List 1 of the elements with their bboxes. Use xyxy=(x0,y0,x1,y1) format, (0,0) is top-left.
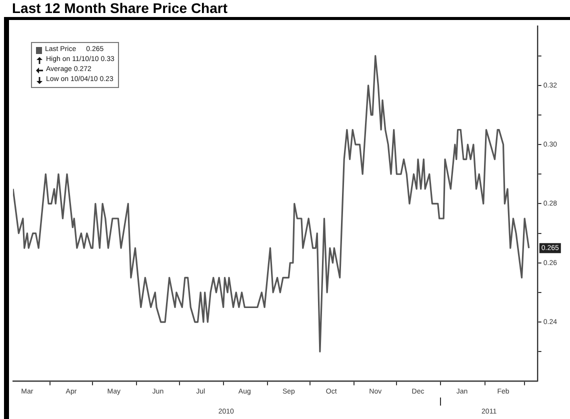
chart-title: Last 12 Month Share Price Chart xyxy=(12,0,228,16)
